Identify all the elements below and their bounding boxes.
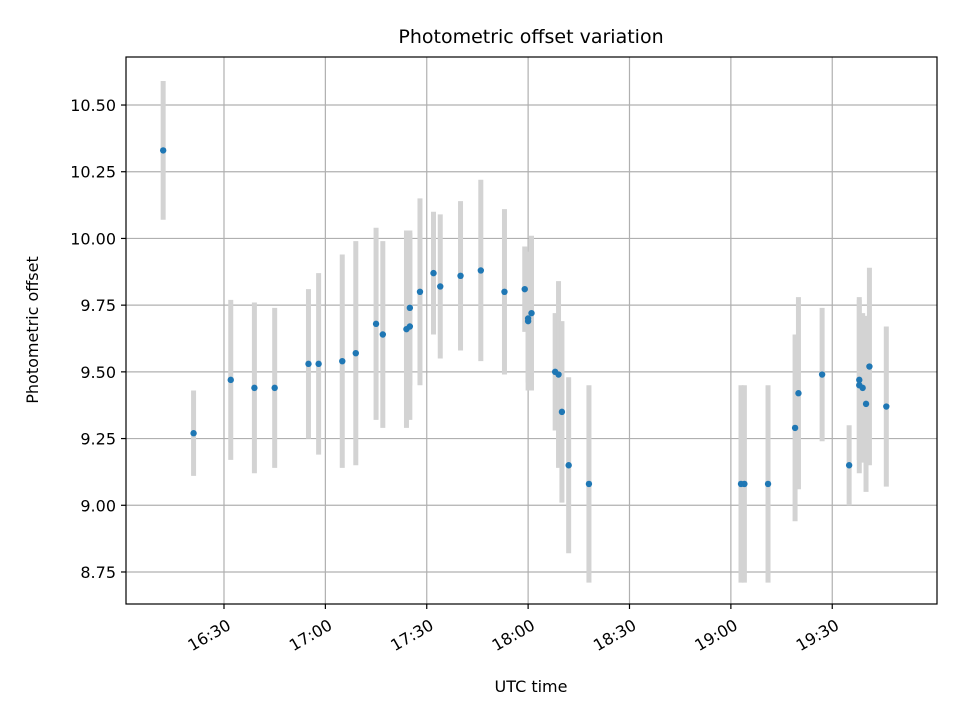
y-tick-label: 9.75 <box>80 296 116 315</box>
y-axis: 8.75 9.00 9.25 9.50 9.75 10.00 10.25 10.50 <box>70 96 126 582</box>
data-point <box>159 147 167 154</box>
x-tick-label: 18:30 <box>590 615 639 655</box>
data-point <box>305 360 312 368</box>
x-axis-title: UTC time <box>495 677 568 696</box>
data-point <box>315 360 322 368</box>
data-point <box>791 424 799 432</box>
data-point <box>339 357 346 365</box>
y-tick-label: 9.50 <box>80 363 116 382</box>
data-point <box>372 320 380 328</box>
data-point <box>477 267 485 274</box>
y-tick-label: 9.25 <box>80 430 116 449</box>
data-point <box>818 371 826 378</box>
data-point <box>227 376 234 384</box>
data-point <box>501 288 508 296</box>
chart-title: Photometric offset variation <box>398 26 663 48</box>
data-point <box>528 309 535 317</box>
x-tick-label: 19:30 <box>793 615 842 655</box>
data-point <box>741 480 748 488</box>
y-tick-label: 10.50 <box>70 96 116 115</box>
data-point <box>430 269 437 277</box>
data-point <box>406 323 414 330</box>
data-point <box>795 390 802 397</box>
data-point <box>406 304 414 312</box>
data-point <box>856 376 863 384</box>
data-point <box>862 400 870 408</box>
data-point <box>585 480 593 488</box>
data-points <box>159 147 890 488</box>
data-point <box>437 283 444 290</box>
data-point <box>565 462 572 469</box>
x-tick-label: 16:30 <box>185 615 234 655</box>
x-tick-label: 18:00 <box>489 615 538 655</box>
data-point <box>845 462 853 469</box>
x-tick-label: 17:30 <box>387 615 436 655</box>
data-point <box>883 403 890 410</box>
data-point <box>190 430 197 437</box>
y-tick-label: 9.00 <box>80 496 116 515</box>
data-point <box>352 349 359 357</box>
data-point <box>555 371 562 378</box>
data-point <box>558 408 566 416</box>
data-point <box>859 384 866 392</box>
y-tick-label: 10.00 <box>70 229 116 248</box>
data-point <box>271 384 278 392</box>
plot-frame <box>125 56 938 605</box>
data-point <box>457 272 464 279</box>
y-axis-title: Photometric offset <box>23 256 42 404</box>
data-point <box>379 331 387 338</box>
x-tick-label: 19:00 <box>691 615 740 655</box>
y-tick-label: 10.25 <box>70 163 116 182</box>
x-axis: 16:30 17:00 17:30 18:00 18:30 19:00 19:30 <box>185 604 842 655</box>
data-point <box>416 288 424 296</box>
x-tick-label: 17:00 <box>286 615 335 655</box>
data-point <box>251 384 258 392</box>
data-point <box>521 285 528 293</box>
data-point <box>866 363 873 370</box>
data-point <box>524 315 532 322</box>
y-tick-label: 8.75 <box>80 563 116 582</box>
data-point <box>764 480 772 488</box>
